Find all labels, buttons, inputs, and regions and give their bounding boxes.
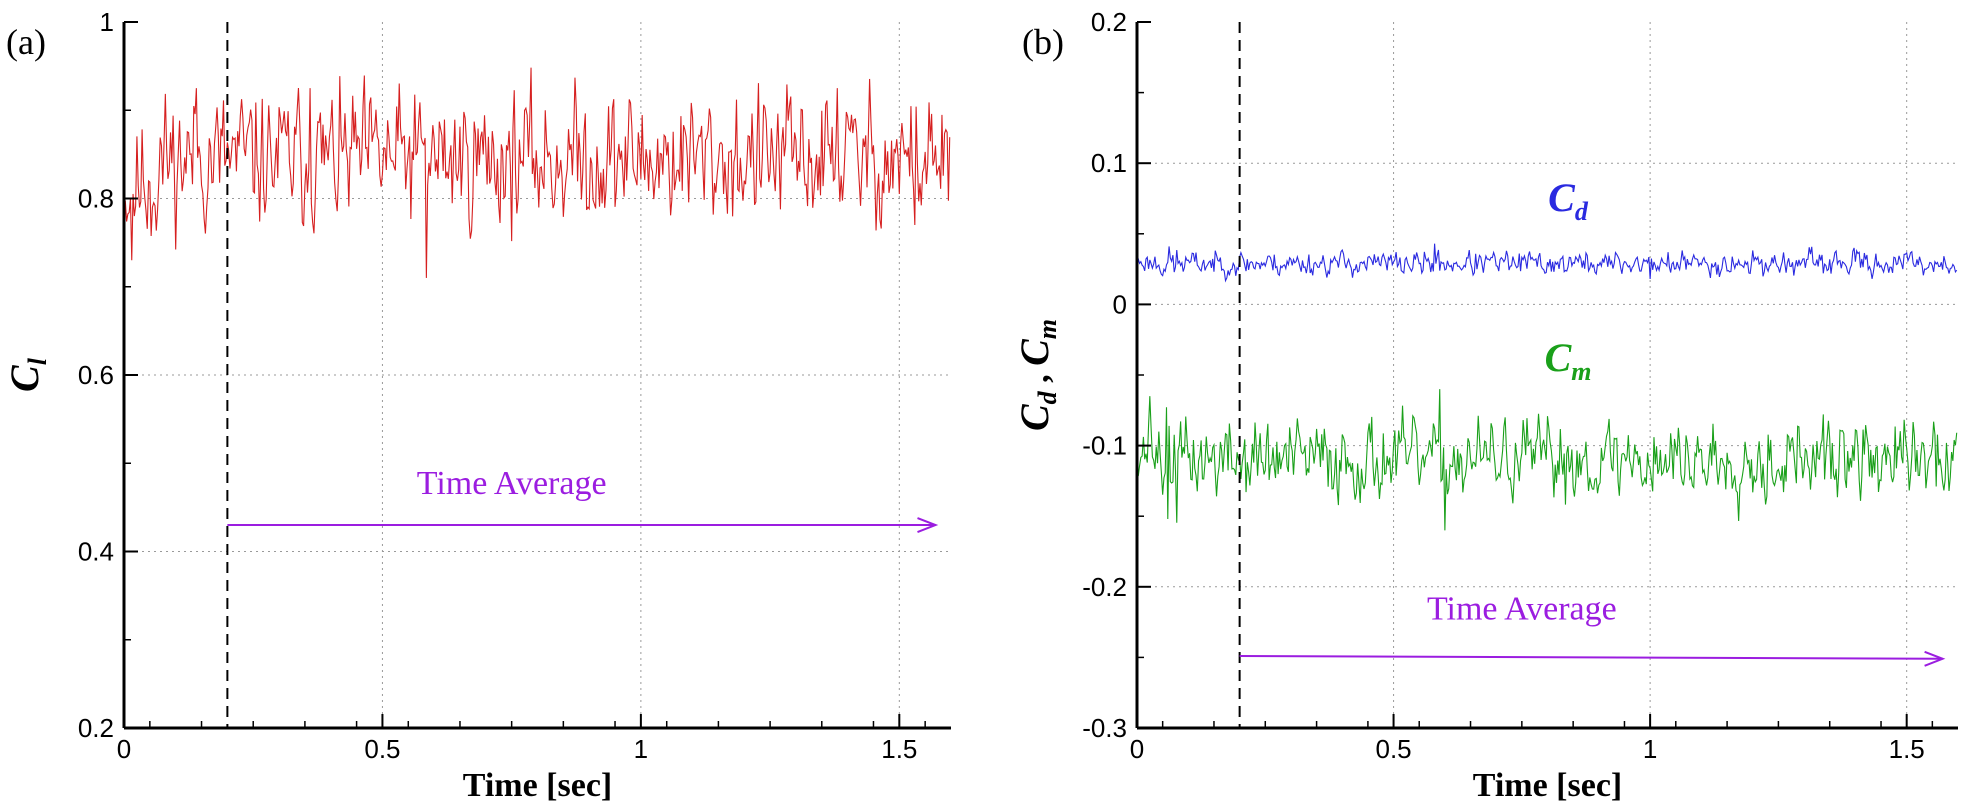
time-average-arrowhead: [917, 517, 939, 533]
y-tick-label: 0.1: [1091, 148, 1127, 178]
y-tick-label: 0.2: [1091, 7, 1127, 37]
panel-label: (b): [1022, 22, 1064, 62]
x-tick-label: 0.5: [364, 734, 400, 764]
x-tick-label: 1: [1643, 734, 1657, 764]
y-tick-label: 0.2: [78, 713, 114, 743]
panel-a-chart: Time Average 0 0.5 1 1.5 0.2 0.4 0.6 0.8 1 Time [s…: [2, 7, 951, 804]
y-tick-label: -0.2: [1082, 572, 1127, 602]
y-tick-label: -0.3: [1082, 713, 1127, 743]
x-tick-label: 1.5: [1889, 734, 1925, 764]
time-average-label: Time Average: [1427, 590, 1617, 627]
time-average-arrowhead: [1924, 650, 1946, 667]
series-line-c-l: [123, 67, 951, 278]
x-tick-label: 0: [117, 734, 131, 764]
y-tick-label: -0.1: [1082, 431, 1127, 461]
y-tick-label: 0.4: [78, 537, 114, 567]
series-line-c-m: [1136, 389, 1958, 531]
panel-b-chart: Time Average 0 0.5 1 1.5 -0.3 -0.2 -0.1 0 0.1 0.2 T…: [1012, 7, 1958, 804]
y-axis-title: Cl: [2, 357, 52, 392]
series-label-cm: Cm: [1545, 335, 1592, 386]
series-line-c-d: [1136, 243, 1958, 283]
x-axis-title: Time [sec]: [1473, 767, 1622, 804]
y-tick-label: 1: [100, 7, 114, 37]
time-average-label: Time Average: [417, 465, 607, 502]
y-axis-title: Cd , Cm: [1012, 319, 1062, 431]
x-tick-label: 0: [1130, 734, 1144, 764]
x-tick-label: 0.5: [1375, 734, 1411, 764]
time-average-arrow-shaft: [1239, 654, 1943, 660]
y-tick-label: 0: [1113, 289, 1127, 319]
series-label-cd: Cd: [1548, 175, 1589, 226]
x-tick-label: 1.5: [881, 734, 917, 764]
y-tick-label: 0.8: [78, 184, 114, 214]
panel-label: (a): [6, 22, 46, 62]
y-tick-label: 0.6: [78, 360, 114, 390]
x-tick-label: 1: [634, 734, 648, 764]
x-axis-title: Time [sec]: [463, 767, 612, 804]
